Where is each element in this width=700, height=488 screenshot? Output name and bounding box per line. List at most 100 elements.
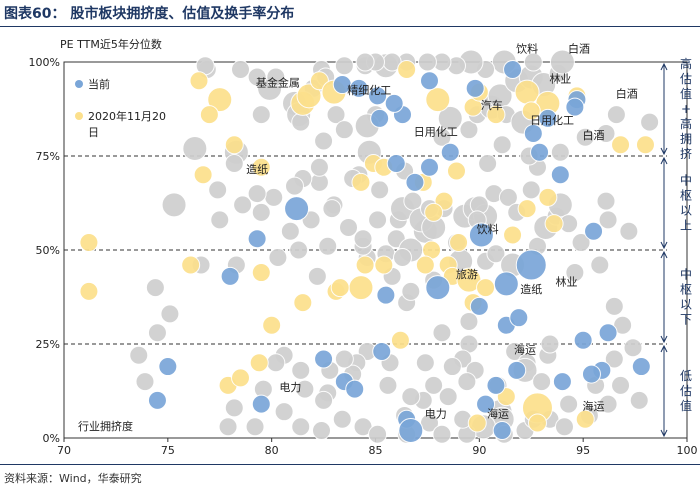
bubble-current [247,229,267,249]
bubble-other [210,210,230,230]
bubble-2020-11-20 [351,172,371,192]
bubble-other [247,184,267,204]
bubble-other [355,52,375,72]
y-tick-label: 50% [36,244,60,257]
bubble-current [349,78,369,98]
bubble-2020-11-20 [224,135,244,155]
bubble-2020-11-20 [79,232,99,252]
bubble-2020-11-20 [415,255,435,275]
bubble-other [565,263,585,283]
bubble-current [440,142,460,162]
bubble-2020-11-20 [467,413,487,433]
band-arrow-up [660,250,668,259]
bubble-other [415,353,435,373]
bubble-other [403,191,423,211]
annotation-label: 旅游 [456,267,478,281]
bubble-current [565,97,585,117]
band-arrow-down [660,429,668,438]
bubble-other [285,176,305,196]
bubble-current [425,275,451,301]
bubble-2020-11-20 [79,281,99,301]
bubble-other [291,360,311,380]
bubble-other [266,353,286,373]
bubble-other [438,387,458,407]
bubble-other [459,120,479,140]
bubble-2020-11-20 [611,135,631,155]
bubble-other [596,123,616,143]
bubble-other [478,154,498,174]
bubble-2020-11-20 [527,413,547,433]
bubble-other [559,394,579,414]
bubble-other [224,154,244,174]
bubble-current [158,357,178,377]
bubble-other [424,375,444,395]
bubble-current [419,157,439,177]
bubble-current [503,60,523,80]
bubble-other [334,349,354,369]
band-arrow-up [660,156,668,165]
annotation-label: 海运 [487,406,509,420]
bubble-other [314,131,334,151]
bubble-2020-11-20 [521,101,541,121]
bubble-other [274,402,294,422]
bubble-other [208,180,228,200]
y-tick-label: 25% [36,338,60,351]
bubble-other [332,409,352,429]
band-label: 中枢以下 [680,267,692,327]
bubble-current [530,142,550,162]
bubble-other [370,180,390,200]
bubble-current [469,296,489,316]
bubble-other [550,142,570,162]
x-tick-label: 70 [57,444,71,457]
bubble-other [291,112,311,132]
bubble-other [233,195,253,215]
bubble-2020-11-20 [262,315,282,335]
bubble-other [549,49,575,75]
annotation-label: 饮料 [477,222,499,236]
y-axis-title: PE TTM近5年分位数 [60,37,162,51]
bubble-other [596,191,616,211]
x-axis-title: 行业拥挤度 [78,419,133,433]
annotation-label: 电力 [425,407,447,420]
bubble-other [307,266,327,286]
x-tick-label: 80 [265,444,279,457]
bubble-other [457,372,477,392]
bubble-other [432,127,452,147]
bubble-other [590,255,610,275]
bubble-current [465,78,485,98]
legend-label-current: 当前 [88,77,110,91]
bubble-other [417,52,437,72]
bubble-other [291,417,311,437]
legend-marker-current [75,80,83,88]
bubble-2020-11-20 [293,293,313,313]
band-label: 低估值 [680,369,692,413]
bubble-other [623,338,643,358]
annotation-label: 林业 [549,72,571,86]
band-arrow-up [660,62,668,71]
bubble-current [507,360,527,380]
x-tick-label: 95 [576,444,590,457]
bubble-current [493,271,519,297]
bubble-other [498,187,518,207]
bubble-2020-11-20 [199,105,219,125]
bubble-2020-11-20 [424,202,444,222]
bubble-other [437,105,463,131]
bubble-2020-11-20 [251,263,271,283]
bubble-other [245,417,265,437]
bubble-2020-11-20 [449,232,469,252]
bubble-2020-11-20 [397,60,417,80]
band-arrow-down [660,241,668,250]
bubble-other [314,390,334,410]
bubble-other [505,342,525,362]
y-tick-label: 75% [36,150,60,163]
bubble-current [419,71,439,91]
bubble-2020-11-20 [446,161,466,181]
bubble-current [368,86,388,106]
annotation-label: 海运 [514,342,536,356]
bubble-other [611,375,631,395]
bubble-current [598,323,618,343]
bubble-current [345,379,365,399]
x-tick-label: 90 [472,444,486,457]
source-note: 资料来源：Wind，华泰研究 [4,472,142,485]
